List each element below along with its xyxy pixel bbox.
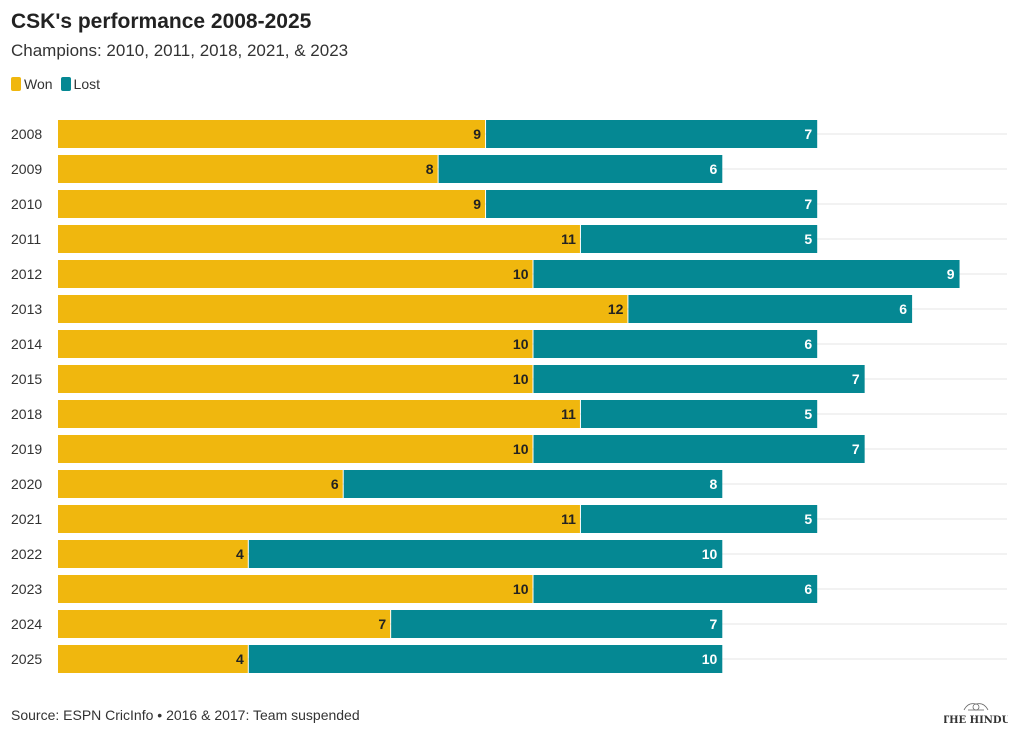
year-label-2012: 2012 bbox=[11, 266, 42, 282]
bar-lost-2011 bbox=[580, 225, 818, 253]
year-label-2011: 2011 bbox=[11, 231, 41, 247]
legend-swatch-won bbox=[11, 77, 21, 91]
year-label-2021: 2021 bbox=[11, 511, 42, 527]
year-label-2015: 2015 bbox=[11, 371, 42, 387]
bar-lost-2024 bbox=[391, 610, 723, 638]
bar-lost-2023 bbox=[533, 575, 818, 603]
bar-lost-2009 bbox=[438, 155, 723, 183]
data-label-won-2015: 10 bbox=[513, 371, 529, 387]
data-label-won-2021: 11 bbox=[561, 511, 576, 527]
bar-won-2013 bbox=[58, 295, 628, 323]
data-label-lost-2009: 6 bbox=[710, 161, 718, 177]
source-note: Source: ESPN CricInfo • 2016 & 2017: Tea… bbox=[11, 707, 360, 723]
legend-item-won: Won bbox=[11, 76, 53, 92]
bar-lost-2010 bbox=[486, 190, 818, 218]
data-label-lost-2014: 6 bbox=[804, 336, 812, 352]
data-label-won-2018: 11 bbox=[561, 406, 576, 422]
year-label-2023: 2023 bbox=[11, 581, 42, 597]
bar-won-2015 bbox=[58, 365, 533, 393]
data-label-lost-2024: 7 bbox=[710, 616, 718, 632]
bar-won-2010 bbox=[58, 190, 486, 218]
stacked-bar-chart: 2008 9 7 2009 8 6 2010 9 7 2011 11 5 2012 10 9 2013 12 6 2… bbox=[11, 120, 1007, 673]
year-label-2025: 2025 bbox=[11, 651, 42, 667]
year-label-2020: 2020 bbox=[11, 476, 42, 492]
data-label-lost-2018: 5 bbox=[804, 406, 812, 422]
data-label-lost-2008: 7 bbox=[804, 126, 812, 142]
data-label-won-2023: 10 bbox=[513, 581, 529, 597]
year-label-2010: 2010 bbox=[11, 196, 42, 212]
the-hindu-logo: THE HINDU bbox=[944, 703, 1008, 726]
bar-lost-2018 bbox=[580, 400, 818, 428]
data-label-won-2011: 11 bbox=[561, 231, 576, 247]
data-label-lost-2021: 5 bbox=[804, 511, 812, 527]
data-label-won-2009: 8 bbox=[426, 161, 434, 177]
legend-label-won: Won bbox=[24, 76, 53, 92]
bar-lost-2015 bbox=[533, 365, 865, 393]
data-label-won-2019: 10 bbox=[513, 441, 529, 457]
data-label-won-2010: 9 bbox=[473, 196, 481, 212]
data-label-lost-2023: 6 bbox=[804, 581, 812, 597]
data-label-won-2013: 12 bbox=[608, 301, 624, 317]
bar-won-2023 bbox=[58, 575, 533, 603]
bar-won-2024 bbox=[58, 610, 391, 638]
bar-won-2018 bbox=[58, 400, 580, 428]
data-label-won-2008: 9 bbox=[473, 126, 481, 142]
legend-item-lost: Lost bbox=[60, 76, 101, 92]
data-label-won-2025: 4 bbox=[236, 651, 244, 667]
bar-won-2022 bbox=[58, 540, 248, 568]
data-label-won-2024: 7 bbox=[378, 616, 386, 632]
data-label-won-2022: 4 bbox=[236, 546, 244, 562]
year-label-2018: 2018 bbox=[11, 406, 42, 422]
data-label-lost-2015: 7 bbox=[852, 371, 860, 387]
bar-lost-2022 bbox=[248, 540, 723, 568]
bar-won-2021 bbox=[58, 505, 580, 533]
bar-lost-2012 bbox=[533, 260, 960, 288]
bar-lost-2008 bbox=[486, 120, 818, 148]
data-label-lost-2022: 10 bbox=[702, 546, 718, 562]
legend-label-lost: Lost bbox=[73, 76, 101, 92]
data-label-lost-2010: 7 bbox=[804, 196, 812, 212]
data-label-lost-2011: 5 bbox=[804, 231, 812, 247]
bar-lost-2019 bbox=[533, 435, 865, 463]
bar-won-2025 bbox=[58, 645, 248, 673]
bar-lost-2020 bbox=[343, 470, 723, 498]
data-label-won-2014: 10 bbox=[513, 336, 529, 352]
data-label-won-2020: 6 bbox=[331, 476, 339, 492]
chart-title: CSK's performance 2008-2025 bbox=[11, 10, 312, 33]
bar-lost-2021 bbox=[580, 505, 818, 533]
bar-won-2011 bbox=[58, 225, 580, 253]
data-label-lost-2025: 10 bbox=[702, 651, 718, 667]
bar-won-2020 bbox=[58, 470, 343, 498]
year-label-2014: 2014 bbox=[11, 336, 42, 352]
year-label-2019: 2019 bbox=[11, 441, 42, 457]
year-label-2022: 2022 bbox=[11, 546, 42, 562]
legend: Won Lost bbox=[11, 76, 100, 92]
bar-won-2014 bbox=[58, 330, 533, 358]
year-label-2013: 2013 bbox=[11, 301, 42, 317]
svg-text:THE HINDU: THE HINDU bbox=[944, 715, 1008, 726]
year-label-2009: 2009 bbox=[11, 161, 42, 177]
bar-won-2019 bbox=[58, 435, 533, 463]
chart-subtitle: Champions: 2010, 2011, 2018, 2021, & 202… bbox=[11, 41, 349, 60]
bar-lost-2014 bbox=[533, 330, 818, 358]
bar-won-2009 bbox=[58, 155, 438, 183]
legend-swatch-lost bbox=[60, 77, 71, 91]
data-label-lost-2019: 7 bbox=[852, 441, 860, 457]
bar-lost-2013 bbox=[628, 295, 913, 323]
bar-won-2012 bbox=[58, 260, 533, 288]
data-label-lost-2013: 6 bbox=[899, 301, 907, 317]
data-label-won-2012: 10 bbox=[513, 266, 529, 282]
data-label-lost-2020: 8 bbox=[710, 476, 718, 492]
bar-lost-2025 bbox=[248, 645, 723, 673]
data-label-lost-2012: 9 bbox=[947, 266, 955, 282]
year-label-2024: 2024 bbox=[11, 616, 42, 632]
year-label-2008: 2008 bbox=[11, 126, 42, 142]
bar-won-2008 bbox=[58, 120, 486, 148]
